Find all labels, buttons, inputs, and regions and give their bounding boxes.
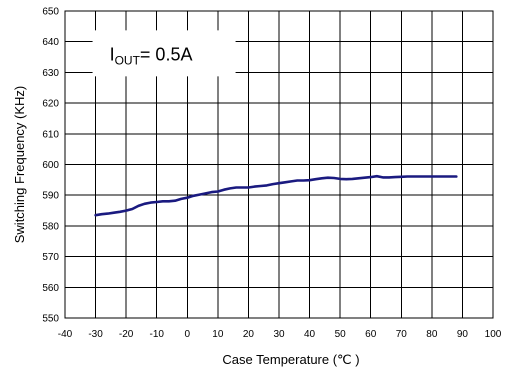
x-tick-label: -20 — [119, 329, 134, 340]
y-tick-label: 630 — [42, 68, 59, 79]
annotation-symbol: I — [110, 44, 115, 64]
annotation-value: = 0.5A — [140, 44, 193, 64]
x-tick-label: 100 — [485, 329, 502, 340]
x-tick-label: -30 — [88, 329, 103, 340]
plot-frame — [64, 10, 494, 319]
x-tick-label: 60 — [365, 329, 377, 340]
y-tick-label: 650 — [42, 7, 59, 18]
x-axis-ticks: -40 -30 -20 -10 0 10 20 30 40 50 60 70 80 90 100 — [58, 329, 502, 340]
y-tick-label: 640 — [42, 37, 59, 48]
x-tick-label: 10 — [212, 329, 224, 340]
x-tick-label: 80 — [426, 329, 438, 340]
x-tick-label: 0 — [185, 329, 191, 340]
x-tick-label: 70 — [396, 329, 408, 340]
y-tick-label: 600 — [42, 160, 59, 171]
series-layer — [94, 174, 458, 217]
y-tick-label: 620 — [42, 99, 59, 110]
y-axis-ticks: 550 560 570 580 590 600 610 620 630 640 650 — [42, 7, 59, 325]
x-tick-label: -40 — [58, 329, 73, 340]
y-tick-label: 580 — [42, 221, 59, 232]
x-tick-label: 90 — [457, 329, 469, 340]
annotation-box — [92, 30, 236, 77]
x-axis-title: Case Temperature (℃ ) — [222, 352, 359, 367]
x-tick-label: 40 — [304, 329, 316, 340]
annotation: IOUT= 0.5A — [92, 30, 236, 77]
x-tick-label: 30 — [273, 329, 285, 340]
y-tick-label: 570 — [42, 252, 59, 263]
y-axis-title: Switching Frequency (KHz) — [12, 86, 27, 244]
x-tick-label: -10 — [149, 329, 164, 340]
y-tick-label: 550 — [42, 314, 59, 325]
annotation-label: IOUT= 0.5A — [110, 44, 193, 67]
y-tick-label: 610 — [42, 129, 59, 140]
x-tick-label: 50 — [335, 329, 347, 340]
series-line — [94, 174, 458, 217]
y-tick-label: 590 — [42, 191, 59, 202]
x-tick-label: 20 — [243, 329, 255, 340]
y-tick-label: 560 — [42, 283, 59, 294]
annotation-subscript: OUT — [115, 53, 141, 67]
